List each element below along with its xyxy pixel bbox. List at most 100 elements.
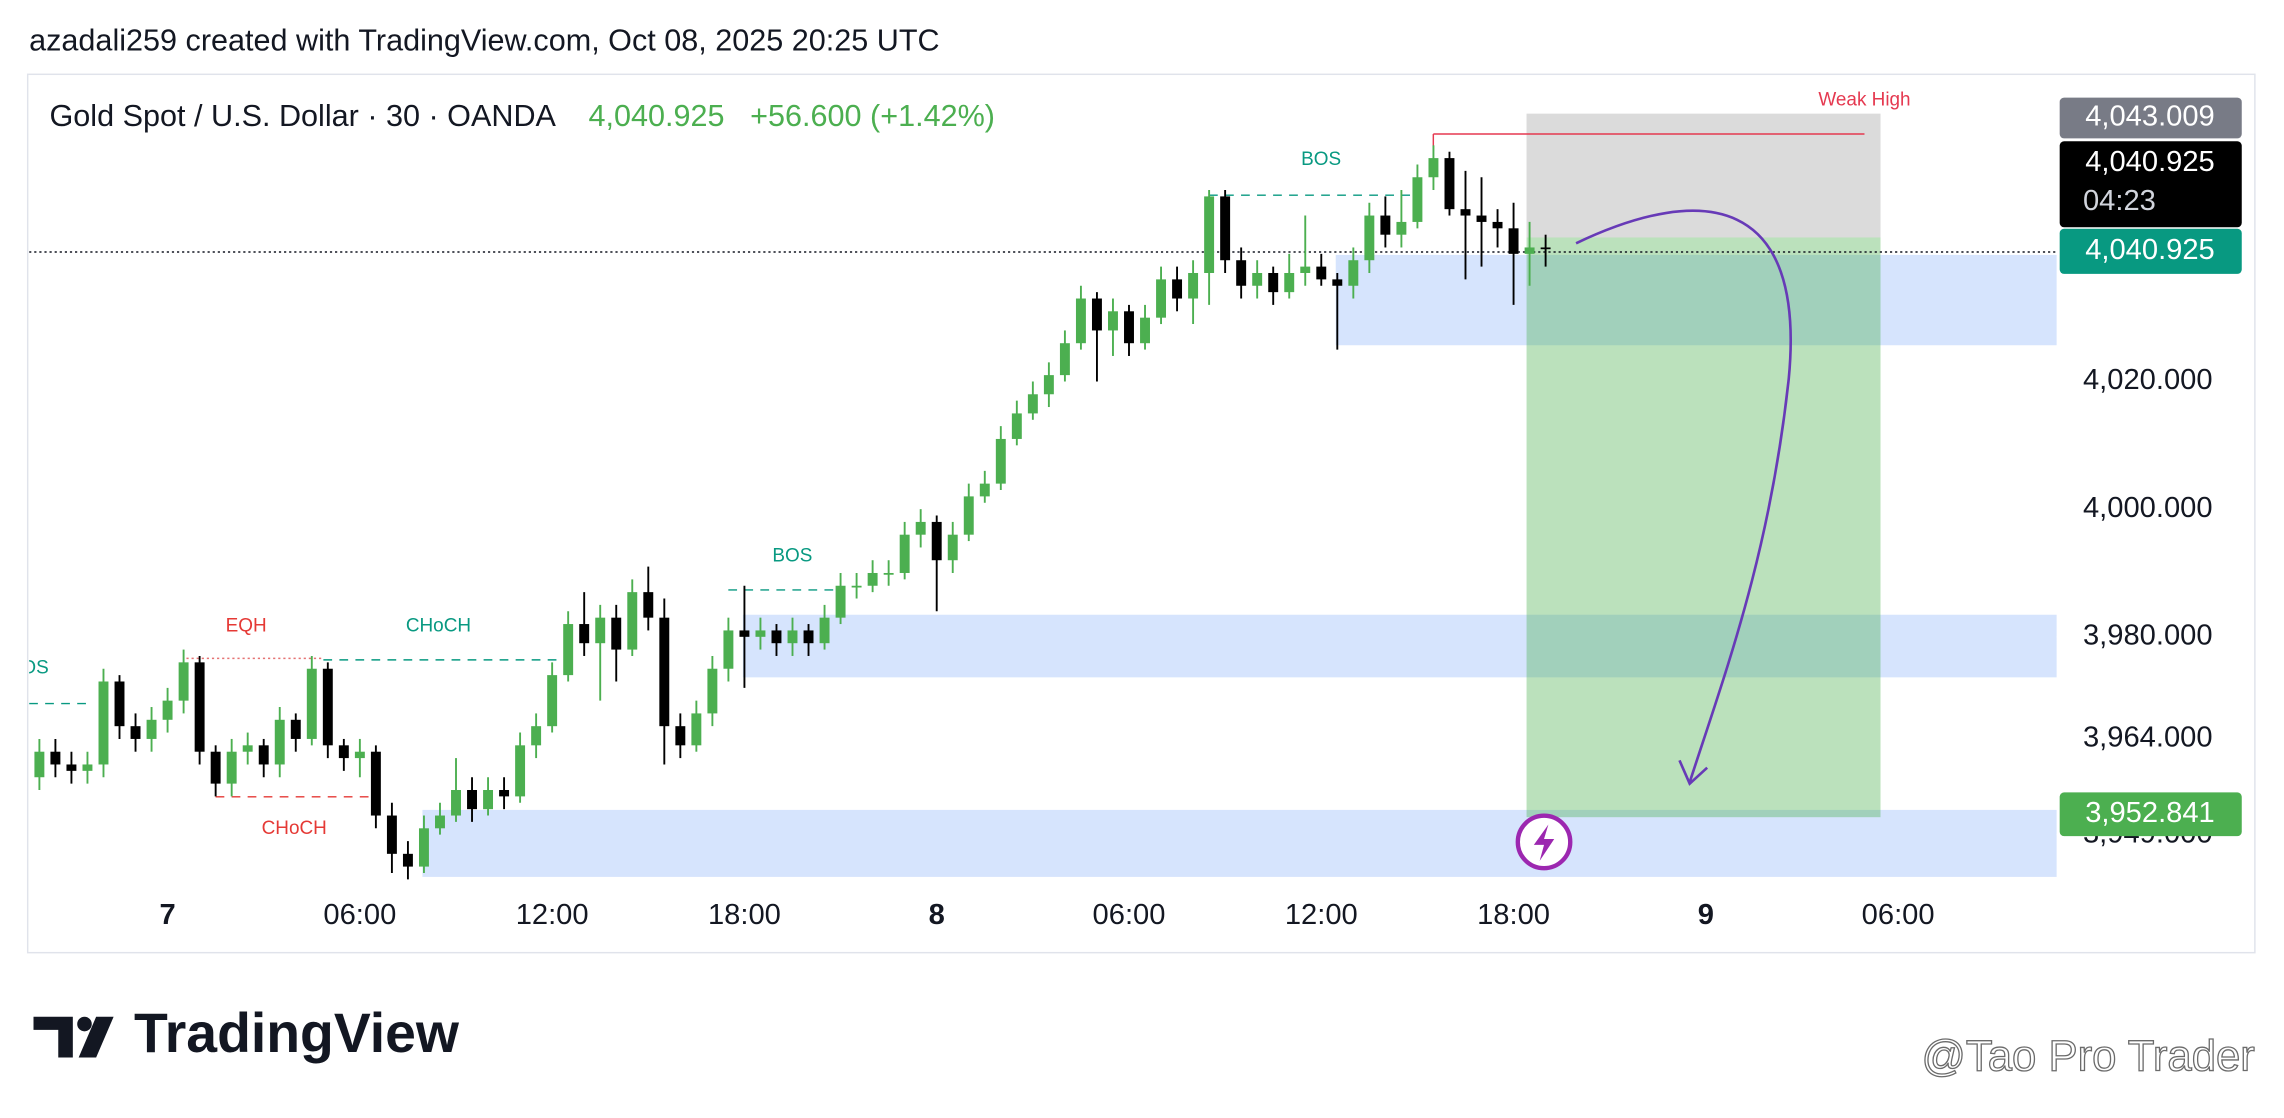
candle-body: [66, 764, 77, 771]
candle-body: [691, 713, 702, 746]
candle-body: [114, 681, 125, 727]
annotation: BOS: [772, 545, 812, 566]
last-price: 4,040.925: [588, 99, 724, 133]
candle-body: [579, 624, 590, 644]
candle-body: [1540, 247, 1551, 250]
candle-body: [98, 681, 109, 765]
arrow: [1575, 209, 1792, 783]
candle-body: [210, 751, 221, 784]
candle-body: [1300, 266, 1311, 273]
candle-body: [515, 745, 526, 797]
candle-body: [787, 630, 798, 644]
candle-body: [659, 617, 670, 727]
annotation: EQH: [226, 615, 267, 636]
candle-body: [803, 630, 814, 644]
candle-body: [274, 719, 285, 765]
candle-body: [1492, 221, 1503, 229]
candle-body: [370, 751, 381, 816]
candle-body: [1204, 196, 1215, 273]
x-tick-label: 12:00: [516, 899, 589, 931]
price-badge-label: 3,952.841: [2085, 797, 2215, 829]
x-tick-label: 8: [929, 899, 945, 931]
price-badge-label: 4,040.925: [2085, 234, 2215, 266]
price-badge-label: 4,040.925: [2085, 146, 2215, 178]
candle-body: [723, 630, 734, 669]
plot-area: [29, 113, 2057, 880]
candle-body: [483, 790, 494, 810]
y-tick-label: 3,964.000: [2083, 722, 2213, 754]
price-badge: [2059, 97, 2242, 139]
candle-body: [1332, 279, 1343, 286]
candle-body: [851, 585, 862, 588]
candle-body: [1156, 279, 1167, 318]
candle-body: [1444, 158, 1455, 210]
candle-body: [611, 617, 622, 650]
candle-body: [1460, 209, 1471, 216]
candle-body: [1508, 228, 1519, 254]
logo-text: TradingView: [134, 1002, 460, 1064]
candle-body: [290, 719, 301, 739]
annotation: CHoCH: [406, 615, 471, 636]
x-tick-label: 06:00: [1862, 899, 1935, 931]
candle-body: [194, 662, 205, 752]
candle-body: [451, 790, 461, 816]
logo-mark: [33, 1016, 73, 1058]
candle-body: [1476, 215, 1487, 222]
x-tick-label: 18:00: [708, 899, 781, 931]
y-tick-label: 4,020.000: [2083, 364, 2213, 396]
candle-body: [1524, 247, 1535, 254]
candle-body: [1027, 394, 1038, 414]
candle-body: [322, 668, 333, 746]
candle-body: [1140, 317, 1150, 344]
candle-body: [242, 745, 253, 752]
candle-body: [258, 745, 269, 765]
candle-body: [467, 790, 477, 810]
alert-icon-bolt: [1533, 824, 1555, 861]
candle-body: [627, 592, 638, 650]
annotation: BOS: [1301, 149, 1341, 170]
change: +56.600 (+1.42%): [750, 99, 995, 133]
candle-body: [178, 662, 189, 701]
candle-body: [531, 726, 542, 746]
annotation: BOS: [9, 658, 49, 679]
candle-body: [50, 751, 61, 765]
logo-mark: [77, 1016, 92, 1032]
y-tick-label: 4,000.000: [2083, 492, 2213, 524]
candle-body: [1396, 221, 1407, 235]
candle-body: [34, 751, 45, 778]
candle-body: [435, 815, 445, 829]
zone: [1335, 254, 2057, 346]
annotation: Weak High: [1818, 90, 1910, 111]
x-tick-label: 12:: [2070, 899, 2111, 931]
candle-body: [82, 764, 93, 771]
x-tick-label: 18:00: [1477, 899, 1550, 931]
candle-body: [931, 521, 942, 561]
candle-body: [883, 572, 894, 575]
candle-body: [755, 630, 766, 637]
candle-body: [146, 719, 157, 739]
annotations: BOS EQH CHoCH CHoCH BOS BOS Weak High: [9, 90, 1910, 839]
axes: 4,020.0004,000.0003,980.0003,964.0003,94…: [159, 97, 2242, 931]
price-badge: [2059, 792, 2242, 837]
candle-body: [547, 675, 558, 727]
x-tick-label: 7: [159, 899, 175, 931]
x-tick-label: 06:00: [323, 899, 396, 931]
x-tick-label: 06:00: [1093, 899, 1166, 931]
candle-body: [1236, 260, 1247, 286]
candle-body: [1364, 215, 1375, 261]
watermark: @Tao Pro Trader: [1922, 1032, 2255, 1081]
x-tick-label: 12:00: [1285, 899, 1358, 931]
tradingview-logo: TradingView: [33, 1002, 460, 1064]
candle-body: [1380, 215, 1391, 235]
candle-body: [739, 630, 750, 637]
candle-body: [915, 521, 926, 535]
candle-body: [1124, 311, 1134, 344]
arrow-head: [1678, 759, 1709, 786]
candle-body: [1188, 272, 1199, 299]
candle-body: [1108, 311, 1118, 331]
candle-body: [130, 726, 141, 739]
candle-body: [643, 592, 654, 618]
y-tick-label: 3,980.000: [2083, 620, 2213, 652]
